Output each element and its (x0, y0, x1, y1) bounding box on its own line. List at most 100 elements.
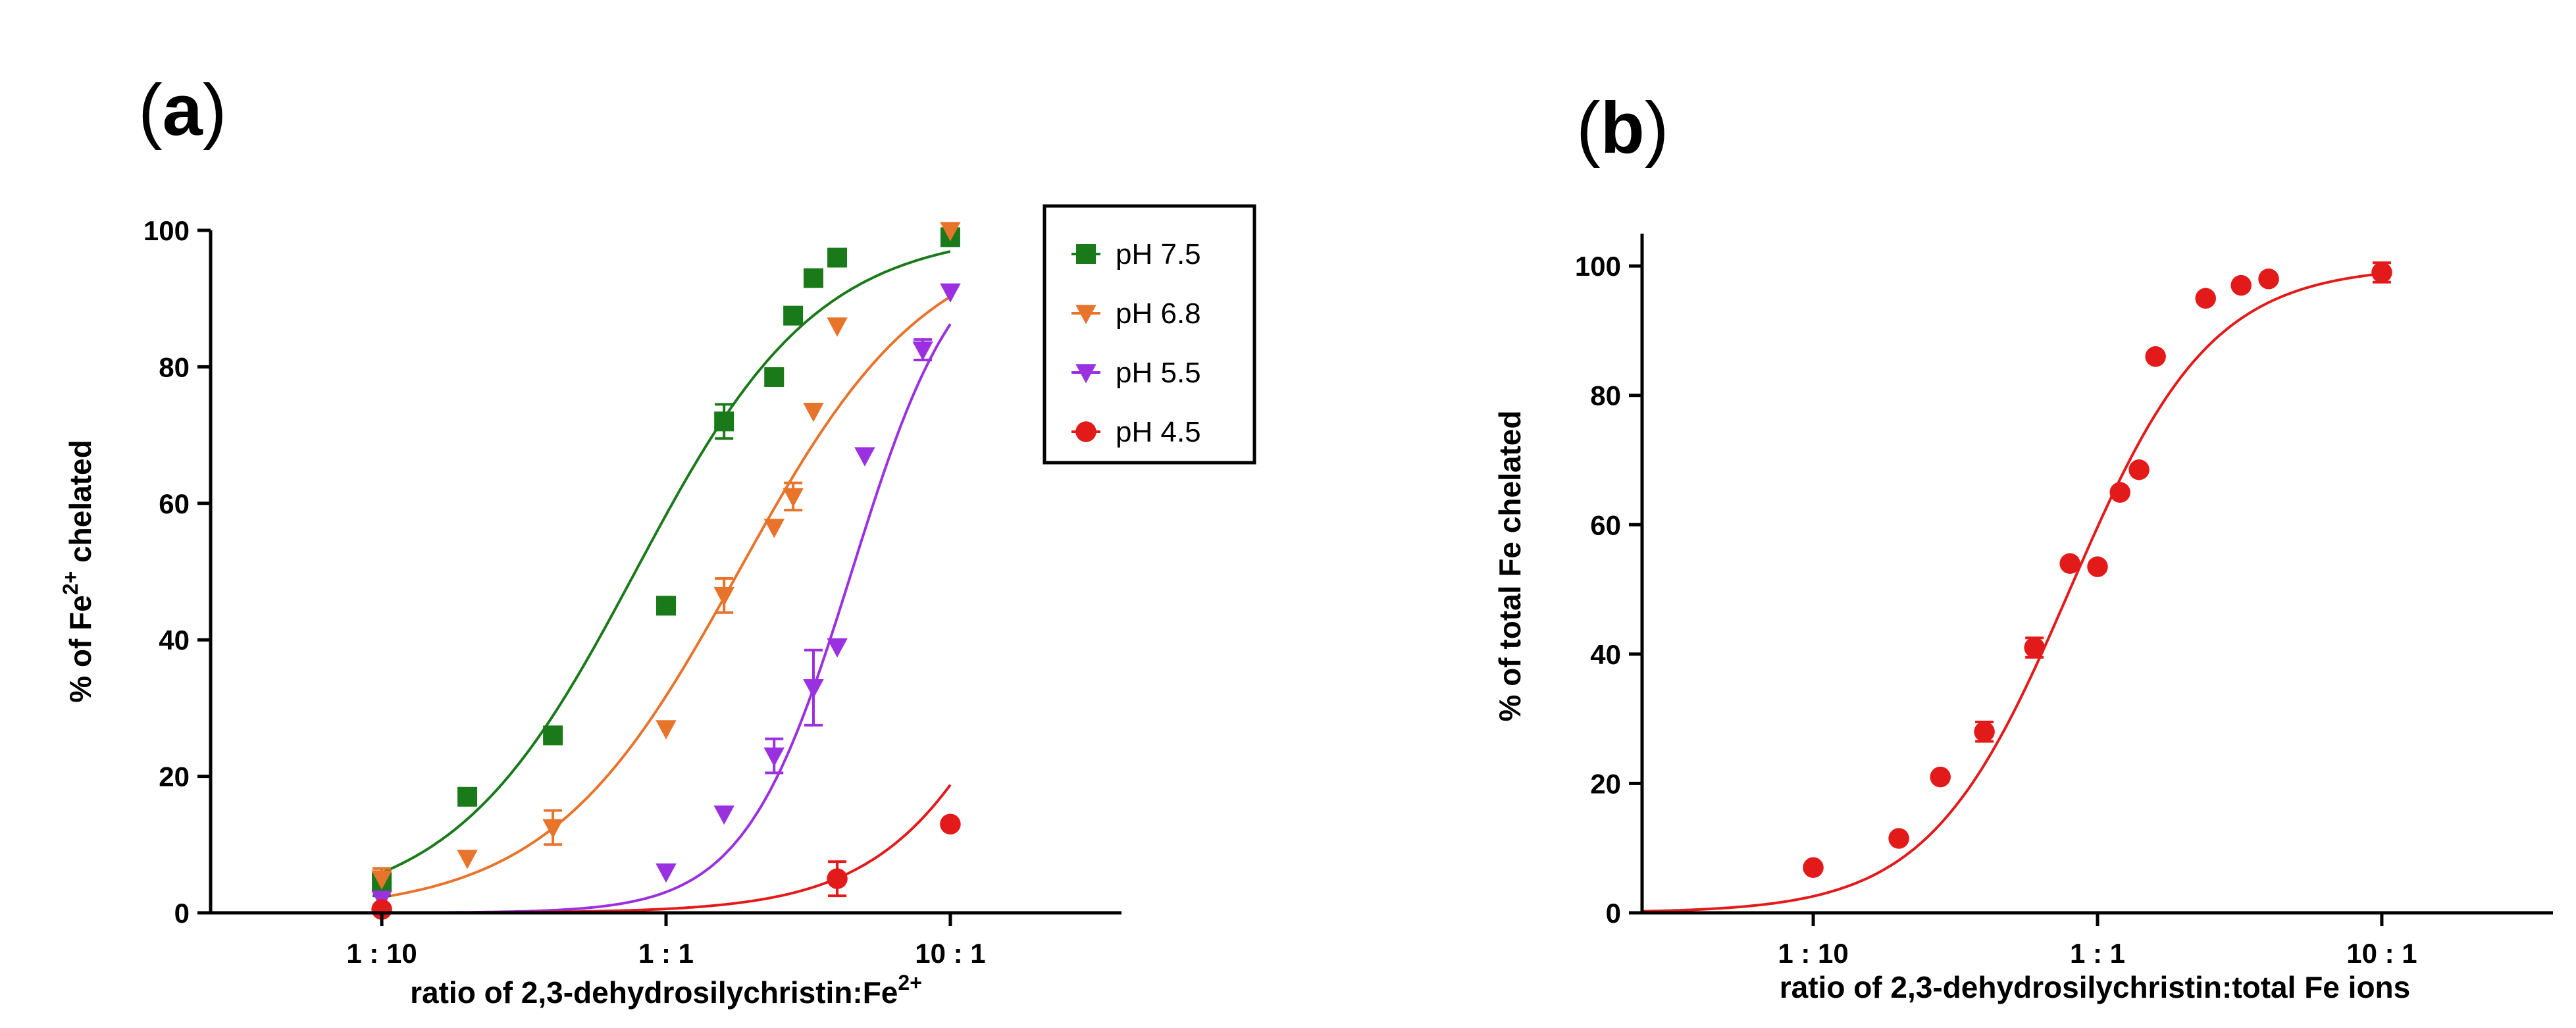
x-axis-title-a: ratio of 2,3-dehydrosilychristin:Fe2+ (410, 971, 922, 1010)
data-point-ph-6-8 (371, 870, 392, 890)
data-point-ph-5-5 (656, 863, 677, 883)
fit-curve-series (1641, 272, 2383, 913)
legend-marker-ph-7-5 (1076, 244, 1096, 264)
data-point-ph-5-5 (827, 638, 848, 658)
x-tick-label: 10 : 1 (915, 938, 985, 969)
data-point-ph-6-8 (763, 519, 785, 538)
panel-a-paren-open: ( (138, 70, 163, 151)
y-tick-label: 100 (143, 215, 190, 246)
data-point-ph-6-8 (542, 819, 563, 838)
data-point-ph-6-8 (656, 720, 677, 740)
data-point-series (1803, 857, 1824, 878)
fit-curves-b (1641, 272, 2383, 913)
data-point-ph-4-5 (827, 868, 848, 889)
x-axis-title-a-sup: 2+ (898, 971, 921, 994)
panel-b-paren-close: ) (1645, 88, 1669, 168)
data-point-ph-5-5 (803, 679, 824, 699)
panel-a-paren-close: ) (203, 70, 227, 151)
x-ticks-b: 1 : 10 1 : 1 10 : 1 (1778, 913, 2417, 969)
data-point-series (2087, 556, 2108, 577)
legend-label-ph-4-5: pH 4.5 (1116, 416, 1201, 448)
data-points-b (1803, 262, 2392, 878)
y-axis-title-a-sup: 2+ (59, 571, 82, 595)
data-point-series (2109, 482, 2130, 503)
data-point-series (1888, 828, 1909, 849)
x-axis-title-a-main: ratio of 2,3-dehydrosilychristin:Fe (410, 975, 898, 1010)
data-point-ph-7-5 (827, 247, 848, 268)
y-ticks-b: 0 20 40 60 80 100 (1575, 251, 1642, 929)
x-tick-label: 1 : 1 (638, 938, 694, 969)
x-tick-label: 10 : 1 (2346, 938, 2417, 969)
data-point-series (1930, 766, 1951, 788)
y-tick-label: 20 (1590, 768, 1621, 799)
data-point-series (2059, 553, 2080, 575)
legend-label-ph-6-8: pH 6.8 (1116, 297, 1201, 330)
legend-label-ph-7-5: pH 7.5 (1116, 238, 1201, 270)
data-point-ph-6-8 (803, 403, 824, 423)
data-point-series (2145, 346, 2166, 367)
data-point-series (2024, 637, 2045, 658)
panel-a-label: (a) (138, 70, 226, 151)
y-axis-title-a: % of Fe2+ chelated (59, 440, 97, 702)
y-tick-label: 0 (174, 898, 190, 929)
x-ticks-a: 1 : 10 1 : 1 10 : 1 (346, 913, 986, 969)
legend-items-a: pH 7.5 pH 6.8 pH 5.5 pH 4.5 (1071, 238, 1201, 448)
chart-panel-a: 0 20 40 60 80 100 1 : 10 1 : 1 10 : 1 ratio of … (59, 204, 1256, 1010)
y-tick-label: 80 (1590, 380, 1621, 411)
fit-curves-a (381, 250, 952, 914)
fit-curve-ph-6-8 (381, 296, 951, 899)
chart-panel-b: 0 20 40 60 80 100 1 : 10 1 : 1 10 : 1 ratio of … (1493, 234, 2553, 1004)
data-point-ph-4-5 (371, 899, 392, 920)
y-axis-title-b: % of total Fe chelated (1493, 411, 1527, 722)
data-point-ph-7-5 (783, 305, 804, 326)
panel-a-letter: a (163, 70, 203, 151)
data-point-ph-4-5 (940, 813, 961, 835)
data-point-ph-5-5 (854, 447, 875, 467)
data-point-ph-6-8 (457, 850, 478, 869)
y-tick-label: 40 (159, 625, 190, 655)
data-point-ph-7-5 (803, 268, 823, 288)
data-point-ph-6-8 (713, 587, 734, 607)
y-tick-label: 60 (1590, 509, 1621, 540)
y-tick-label: 20 (159, 761, 190, 792)
y-axis-title-a-main: % of Fe (63, 595, 97, 703)
legend-marker-ph-5-5 (1075, 364, 1096, 384)
data-point-series (2128, 459, 2150, 480)
y-tick-label: 0 (1606, 898, 1621, 929)
x-tick-label: 1 : 10 (346, 938, 417, 969)
data-point-ph-7-5 (764, 367, 785, 387)
legend-label-ph-5-5: pH 5.5 (1116, 357, 1201, 389)
panel-b-paren-open: ( (1576, 88, 1601, 168)
error-bars-a (373, 338, 933, 898)
y-ticks-a: 0 20 40 60 80 100 (143, 215, 211, 929)
y-tick-label: 80 (159, 351, 190, 382)
x-tick-label: 1 : 1 (2070, 938, 2125, 969)
data-point-ph-7-5 (656, 596, 676, 616)
x-tick-label: 1 : 10 (1778, 938, 1848, 969)
legend-marker-ph-4-5 (1075, 421, 1096, 442)
panel-b-label: (b) (1576, 88, 1668, 168)
data-point-ph-6-8 (940, 222, 961, 242)
y-tick-label: 60 (159, 488, 190, 519)
data-point-ph-7-5 (714, 411, 734, 432)
x-axis-title-b: ratio of 2,3-dehydrosilychristin:total F… (1780, 970, 2410, 1004)
data-point-ph-6-8 (783, 488, 804, 507)
panel-b-letter: b (1601, 88, 1645, 168)
data-point-ph-7-5 (543, 725, 563, 746)
data-point-ph-5-5 (763, 747, 785, 767)
data-point-ph-5-5 (940, 283, 961, 303)
data-point-series (2371, 262, 2392, 283)
legend-marker-ph-6-8 (1075, 305, 1096, 324)
y-tick-label: 40 (1590, 639, 1621, 670)
data-point-ph-7-5 (457, 786, 478, 807)
y-tick-label: 100 (1575, 251, 1621, 282)
data-points-a (371, 222, 961, 920)
data-point-series (1974, 721, 1995, 742)
legend-a: pH 7.5 pH 6.8 pH 5.5 pH 4.5 (1043, 204, 1256, 465)
error-bars-b (1975, 261, 2391, 743)
fit-curve-ph-5-5 (382, 323, 952, 914)
data-point-ph-5-5 (912, 341, 933, 361)
data-point-series (2195, 288, 2216, 309)
data-point-ph-6-8 (827, 317, 848, 337)
